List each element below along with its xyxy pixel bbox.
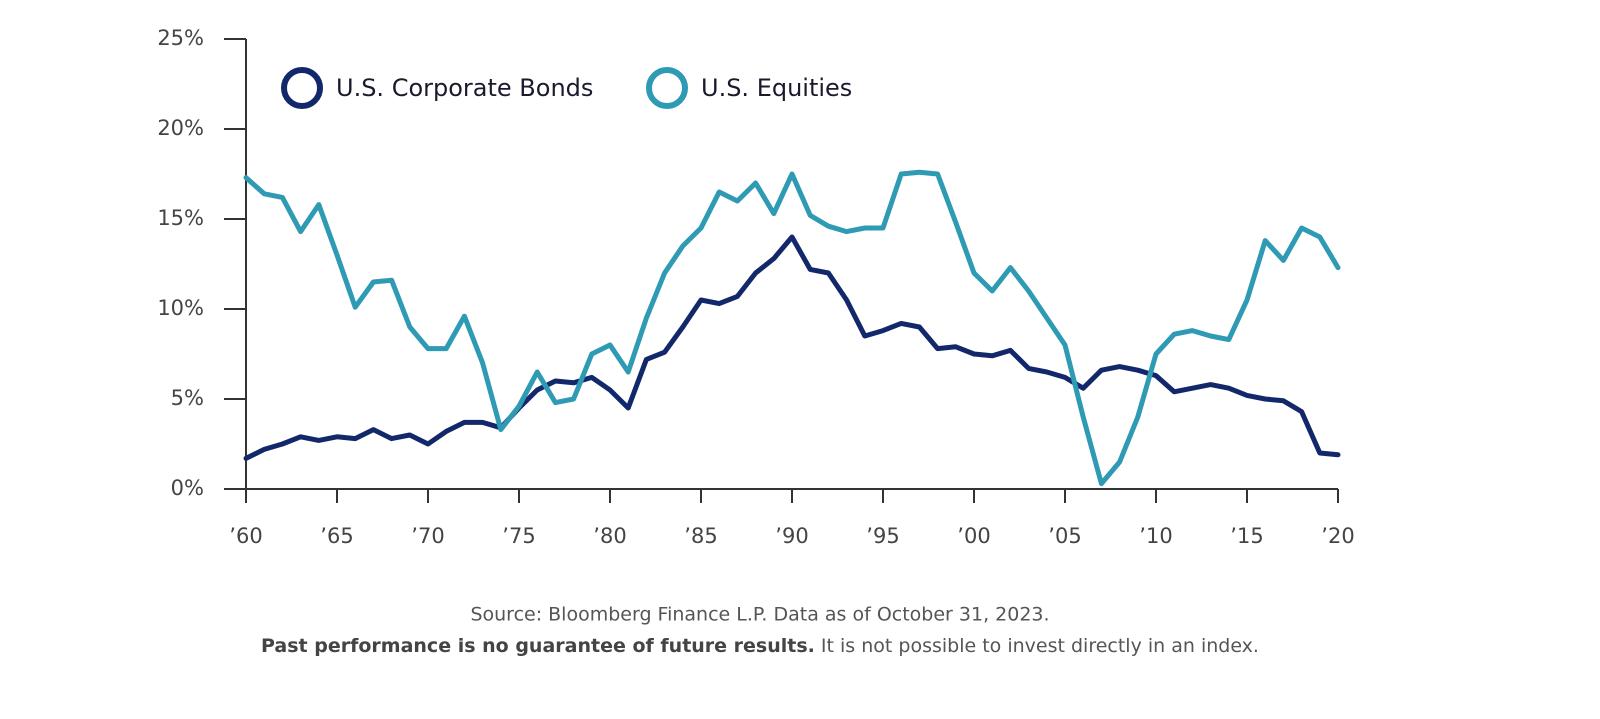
- disclaimer: Past performance is no guarantee of futu…: [261, 635, 1259, 657]
- y-tick-label: 25%: [157, 26, 204, 50]
- y-tick-label: 5%: [171, 386, 204, 410]
- x-tick-label: ’90: [775, 524, 808, 548]
- y-tick-label: 0%: [171, 476, 204, 500]
- x-tick-label: ’00: [957, 524, 990, 548]
- y-tick-label: 10%: [157, 296, 204, 320]
- x-tick-label: ’65: [320, 524, 353, 548]
- disclaimer-bold: Past performance is no guarantee of futu…: [261, 635, 815, 657]
- x-tick-label: ’95: [866, 524, 899, 548]
- y-tick-label: 15%: [157, 206, 204, 230]
- disclaimer-text: It is not possible to invest directly in…: [815, 635, 1259, 657]
- legend-swatch: [281, 67, 323, 109]
- legend-label: U.S. Corporate Bonds: [336, 74, 593, 102]
- x-tick-label: ’15: [1230, 524, 1263, 548]
- x-tick-label: ’05: [1048, 524, 1081, 548]
- series-line: [243, 169, 1341, 487]
- x-tick-label: ’70: [411, 524, 444, 548]
- x-tick-label: ’75: [502, 524, 535, 548]
- x-tick-label: ’10: [1139, 524, 1172, 548]
- x-tick-label: ’85: [684, 524, 717, 548]
- x-tick-label: ’20: [1321, 524, 1354, 548]
- x-tick-label: ’80: [593, 524, 626, 548]
- legend-label: U.S. Equities: [701, 74, 852, 102]
- x-tick-label: ’60: [229, 524, 262, 548]
- y-tick-label: 20%: [157, 116, 204, 140]
- source-note: Source: Bloomberg Finance L.P. Data as o…: [470, 604, 1049, 626]
- series-line: [243, 234, 1341, 461]
- legend-swatch: [646, 67, 688, 109]
